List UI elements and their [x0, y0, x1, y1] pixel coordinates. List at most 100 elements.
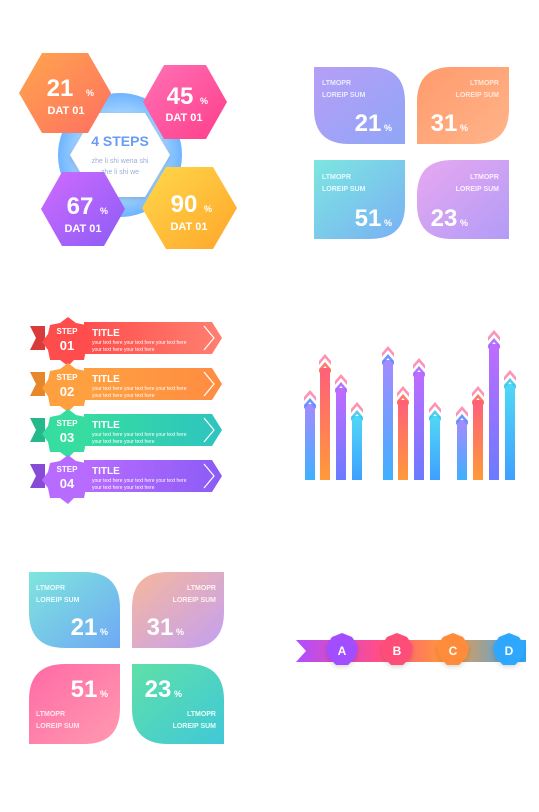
arrow-bar-8-chevron-icon: [429, 410, 441, 421]
hex-step-1-value: 21: [47, 75, 74, 102]
hex-step-1-label: DAT 01: [47, 105, 84, 117]
banner-3-text2: your text here your text here: [92, 439, 155, 445]
banner-2-title: TITLE: [92, 374, 120, 385]
petal-top-3-value: 51: [355, 205, 382, 232]
banner-1-ribbon-tail: [30, 326, 45, 350]
arrow-bar-4: [352, 416, 362, 480]
petal-bottom-3-line2: LOREIP SUM: [36, 723, 80, 730]
center-title: 4 STEPS: [91, 133, 149, 149]
ribbon-node-c: C: [437, 633, 469, 665]
arrow-bar-7-chevron-icon: [413, 358, 425, 369]
banner-2-badge: [42, 363, 92, 412]
arrow-bar-8-chevron-icon: [429, 402, 441, 413]
banner-4-badge: [42, 455, 92, 504]
banner-3-step: STEP: [57, 419, 79, 428]
banner-2-num: 02: [60, 384, 74, 399]
petal-top-2-unit: %: [460, 123, 468, 133]
step-banner-3: STEP 03 TITLE your text here your text h…: [30, 409, 222, 458]
arrow-bar-5-chevron-icon: [382, 354, 394, 365]
hex-steps: 4 STEPS zhe li shi wena shi zhe li shi w…: [19, 53, 237, 249]
petal-bottom-1-line2: LOREIP SUM: [36, 597, 80, 604]
banner-3-text1: your text here your text here your text …: [92, 432, 187, 438]
petal-top-1-line2: LOREIP SUM: [322, 92, 366, 99]
step-banners: STEP 01 TITLE your text here your text h…: [30, 317, 222, 504]
banner-3-title: TITLE: [92, 420, 120, 431]
banner-1-text2: your text here your text here: [92, 347, 155, 353]
banner-4-text1: your text here your text here your text …: [92, 478, 187, 484]
petal-bottom-2-unit: %: [176, 627, 184, 637]
arrow-bar-8: [430, 416, 440, 480]
arrow-bar-10-chevron-icon: [472, 386, 484, 397]
arrow-bar-4-chevron-icon: [351, 410, 363, 421]
banner-1-chevron-icon: [203, 325, 215, 351]
hex-step-3-unit: %: [100, 206, 108, 216]
petal-bottom-4-unit: %: [174, 689, 182, 699]
banner-3-ribbon-tail: [30, 418, 45, 442]
petal-top-4: [417, 160, 509, 239]
petal-bottom-4-line2: LOREIP SUM: [173, 723, 217, 730]
arrow-bar-chart: [304, 330, 516, 480]
petal-bottom-2-line1: LTMOPR: [187, 585, 216, 592]
arrow-bar-3-chevron-icon: [335, 382, 347, 393]
hex-step-2-value: 45: [167, 83, 194, 110]
arrow-bar-1-chevron-icon: [304, 398, 316, 409]
petal-bottom-1: [29, 572, 120, 648]
ribbon-node-b: B: [381, 633, 413, 665]
arrow-bar-10: [473, 400, 483, 480]
banner-2-bar: [84, 368, 222, 400]
banner-4-chevron-icon: [203, 463, 215, 489]
arrow-bar-6: [398, 400, 408, 480]
hex-step-4-unit: %: [204, 204, 212, 214]
petal-top-3: [314, 160, 405, 239]
step-banner-4: STEP 04 TITLE your text here your text h…: [30, 455, 222, 504]
petal-bottom-4: [132, 664, 224, 744]
petal-top-2-line2: LOREIP SUM: [456, 92, 500, 99]
arrow-bar-1-chevron-icon: [304, 390, 316, 401]
petal-bottom-4-value: 23: [145, 676, 172, 703]
petal-bottom-3-unit: %: [100, 689, 108, 699]
arrow-bar-9: [457, 420, 467, 480]
petal-bottom-3: [29, 664, 120, 744]
petal-top-3-line2: LOREIP SUM: [322, 186, 366, 193]
ribbon-letter-c: C: [449, 644, 458, 658]
arrow-bar-11: [489, 344, 499, 480]
ribbon-letter-a: A: [338, 644, 347, 658]
petals-top: LTMOPR LOREIP SUM 21 % LTMOPR LOREIP SUM…: [314, 67, 509, 239]
arrow-bar-1: [305, 404, 315, 480]
arrow-bar-2-chevron-icon: [319, 354, 331, 365]
petal-bottom-2-value: 31: [147, 614, 174, 641]
petal-bottom-3-value: 51: [71, 676, 98, 703]
ribbon-node-a: A: [326, 633, 358, 665]
hex-step-3-label: DAT 01: [64, 223, 101, 235]
petal-top-2-value: 31: [431, 110, 458, 137]
banner-1-title: TITLE: [92, 328, 120, 339]
petal-bottom-2: [132, 572, 224, 648]
petals-bottom: LTMOPR LOREIP SUM 21 % LTMOPR LOREIP SUM…: [29, 572, 224, 744]
arrow-bar-6-chevron-icon: [397, 386, 409, 397]
banner-2-step: STEP: [57, 373, 79, 382]
arrow-bar-12: [505, 384, 515, 480]
petal-bottom-2-line2: LOREIP SUM: [173, 597, 217, 604]
petal-top-4-line2: LOREIP SUM: [456, 186, 500, 193]
arrow-bar-9-chevron-icon: [456, 406, 468, 417]
banner-4-text2: your text here your text here: [92, 485, 155, 491]
arrow-bar-11-chevron-icon: [488, 338, 500, 349]
arrow-bar-10-chevron-icon: [472, 394, 484, 405]
banner-2-text2: your text here your text here: [92, 393, 155, 399]
hex-step-3: [41, 172, 125, 246]
banner-3-num: 03: [60, 430, 74, 445]
petal-top-1-value: 21: [355, 110, 382, 137]
banner-2-text1: your text here your text here your text …: [92, 386, 187, 392]
banner-1-bar: [84, 322, 222, 354]
petal-top-1: [314, 67, 405, 144]
arrow-bar-3: [336, 388, 346, 480]
hex-step-4: [142, 167, 237, 249]
petal-top-2: [417, 67, 509, 144]
banner-4-ribbon-tail: [30, 464, 45, 488]
banner-4-num: 04: [60, 476, 75, 491]
banner-4-step: STEP: [57, 465, 79, 474]
banner-4-bar: [84, 460, 222, 492]
hex-step-4-label: DAT 01: [170, 221, 207, 233]
arrow-bar-7: [414, 372, 424, 480]
step-banner-2: STEP 02 TITLE your text here your text h…: [30, 363, 222, 412]
